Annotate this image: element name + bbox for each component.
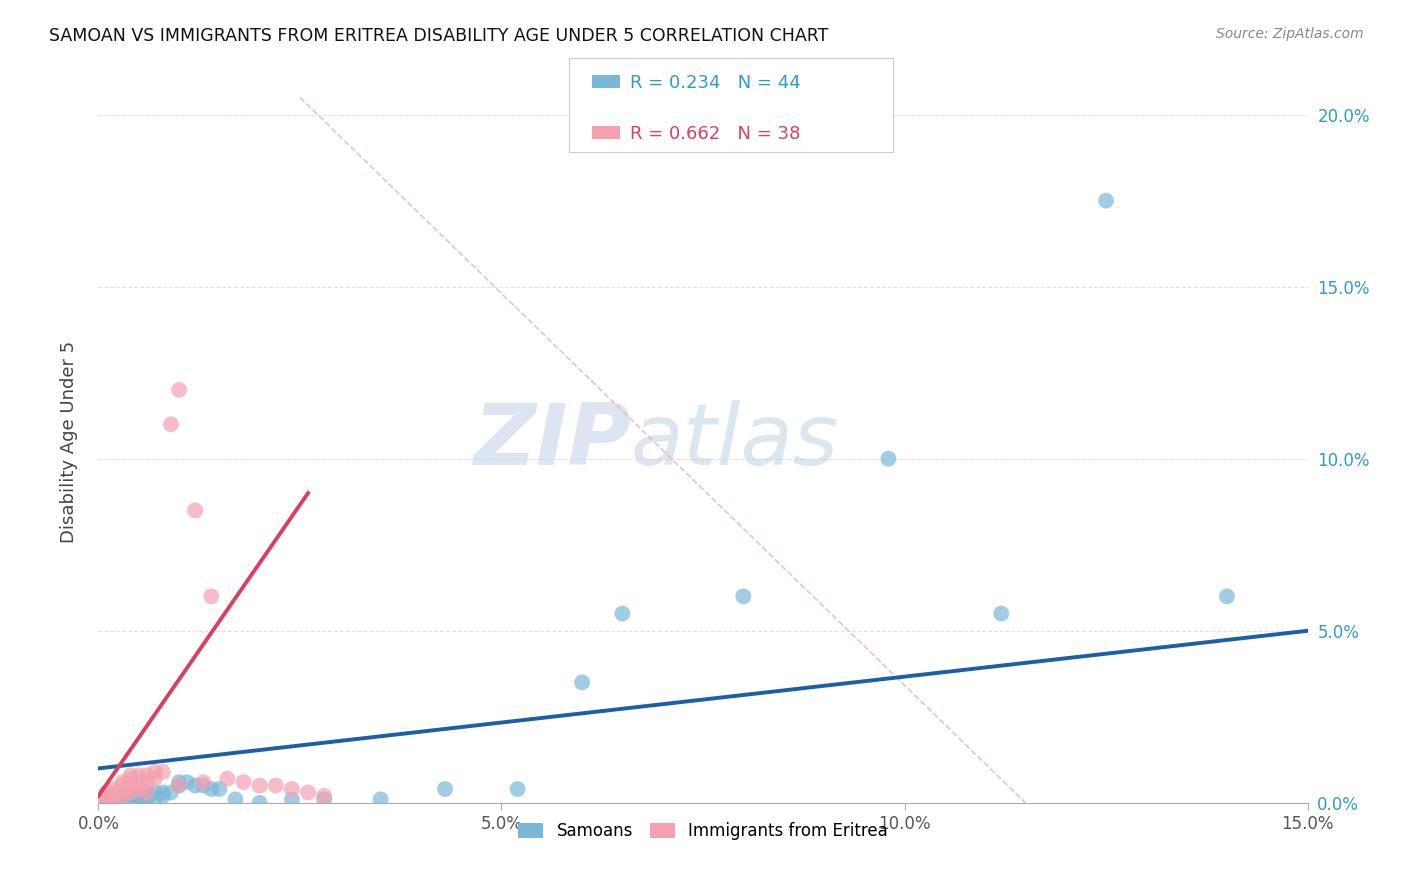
Immigrants from Eritrea	[232, 775, 254, 789]
Samoans	[167, 779, 190, 793]
Text: R = 0.234   N = 44: R = 0.234 N = 44	[630, 74, 800, 92]
Samoans	[152, 789, 174, 803]
Immigrants from Eritrea	[143, 772, 166, 786]
Immigrants from Eritrea	[120, 779, 142, 793]
Samoans	[103, 792, 125, 806]
Immigrants from Eritrea	[314, 789, 336, 803]
Immigrants from Eritrea	[135, 768, 157, 782]
Samoans	[103, 792, 125, 806]
Immigrants from Eritrea	[96, 785, 118, 799]
Samoans	[103, 796, 125, 810]
Immigrants from Eritrea	[128, 768, 150, 782]
Immigrants from Eritrea	[111, 789, 134, 803]
Immigrants from Eritrea	[120, 772, 142, 786]
Samoans	[193, 779, 215, 793]
Immigrants from Eritrea	[184, 503, 207, 517]
Immigrants from Eritrea	[135, 775, 157, 789]
Samoans	[314, 792, 336, 806]
Samoans	[96, 796, 118, 810]
Immigrants from Eritrea	[96, 789, 118, 803]
Samoans	[160, 785, 183, 799]
Legend: Samoans, Immigrants from Eritrea: Samoans, Immigrants from Eritrea	[513, 817, 893, 845]
Text: atlas: atlas	[630, 400, 838, 483]
Samoans	[152, 785, 174, 799]
Immigrants from Eritrea	[128, 775, 150, 789]
Samoans	[135, 792, 157, 806]
Immigrants from Eritrea	[135, 785, 157, 799]
Immigrants from Eritrea	[111, 775, 134, 789]
Samoans	[224, 792, 246, 806]
Immigrants from Eritrea	[103, 785, 125, 799]
Immigrants from Eritrea	[264, 779, 287, 793]
Immigrants from Eritrea	[152, 764, 174, 779]
Immigrants from Eritrea	[297, 785, 319, 799]
Samoans	[571, 675, 593, 690]
Samoans	[120, 796, 142, 810]
Immigrants from Eritrea	[103, 789, 125, 803]
Samoans	[877, 451, 900, 466]
Samoans	[135, 789, 157, 803]
Samoans	[128, 789, 150, 803]
Immigrants from Eritrea	[111, 779, 134, 793]
Immigrants from Eritrea	[120, 785, 142, 799]
Immigrants from Eritrea	[249, 779, 271, 793]
Samoans	[167, 775, 190, 789]
Samoans	[370, 792, 392, 806]
Samoans	[135, 785, 157, 799]
Immigrants from Eritrea	[103, 782, 125, 797]
Samoans	[143, 792, 166, 806]
Samoans	[733, 590, 755, 604]
Samoans	[176, 775, 198, 789]
Immigrants from Eritrea	[96, 792, 118, 806]
Immigrants from Eritrea	[200, 590, 222, 604]
Samoans	[434, 782, 457, 797]
Samoans	[506, 782, 529, 797]
Samoans	[120, 789, 142, 803]
Samoans	[120, 792, 142, 806]
Immigrants from Eritrea	[103, 792, 125, 806]
Samoans	[111, 796, 134, 810]
Immigrants from Eritrea	[128, 782, 150, 797]
Immigrants from Eritrea	[160, 417, 183, 432]
Samoans	[96, 789, 118, 803]
Text: SAMOAN VS IMMIGRANTS FROM ERITREA DISABILITY AGE UNDER 5 CORRELATION CHART: SAMOAN VS IMMIGRANTS FROM ERITREA DISABI…	[49, 27, 828, 45]
Text: ZIP: ZIP	[472, 400, 630, 483]
Y-axis label: Disability Age Under 5: Disability Age Under 5	[59, 341, 77, 542]
Immigrants from Eritrea	[193, 775, 215, 789]
Immigrants from Eritrea	[167, 383, 190, 397]
Samoans	[208, 782, 231, 797]
Immigrants from Eritrea	[217, 772, 239, 786]
Samoans	[990, 607, 1012, 621]
Immigrants from Eritrea	[143, 764, 166, 779]
Samoans	[96, 792, 118, 806]
Immigrants from Eritrea	[167, 779, 190, 793]
Samoans	[111, 792, 134, 806]
Samoans	[1095, 194, 1118, 208]
Immigrants from Eritrea	[96, 796, 118, 810]
Samoans	[1216, 590, 1239, 604]
Samoans	[249, 796, 271, 810]
Samoans	[281, 792, 304, 806]
Text: R = 0.662   N = 38: R = 0.662 N = 38	[630, 125, 800, 143]
Samoans	[128, 792, 150, 806]
Samoans	[143, 785, 166, 799]
Samoans	[200, 782, 222, 797]
Text: Source: ZipAtlas.com: Source: ZipAtlas.com	[1216, 27, 1364, 41]
Samoans	[111, 792, 134, 806]
Immigrants from Eritrea	[111, 785, 134, 799]
Samoans	[184, 779, 207, 793]
Samoans	[612, 607, 634, 621]
Immigrants from Eritrea	[120, 768, 142, 782]
Samoans	[111, 789, 134, 803]
Immigrants from Eritrea	[281, 782, 304, 797]
